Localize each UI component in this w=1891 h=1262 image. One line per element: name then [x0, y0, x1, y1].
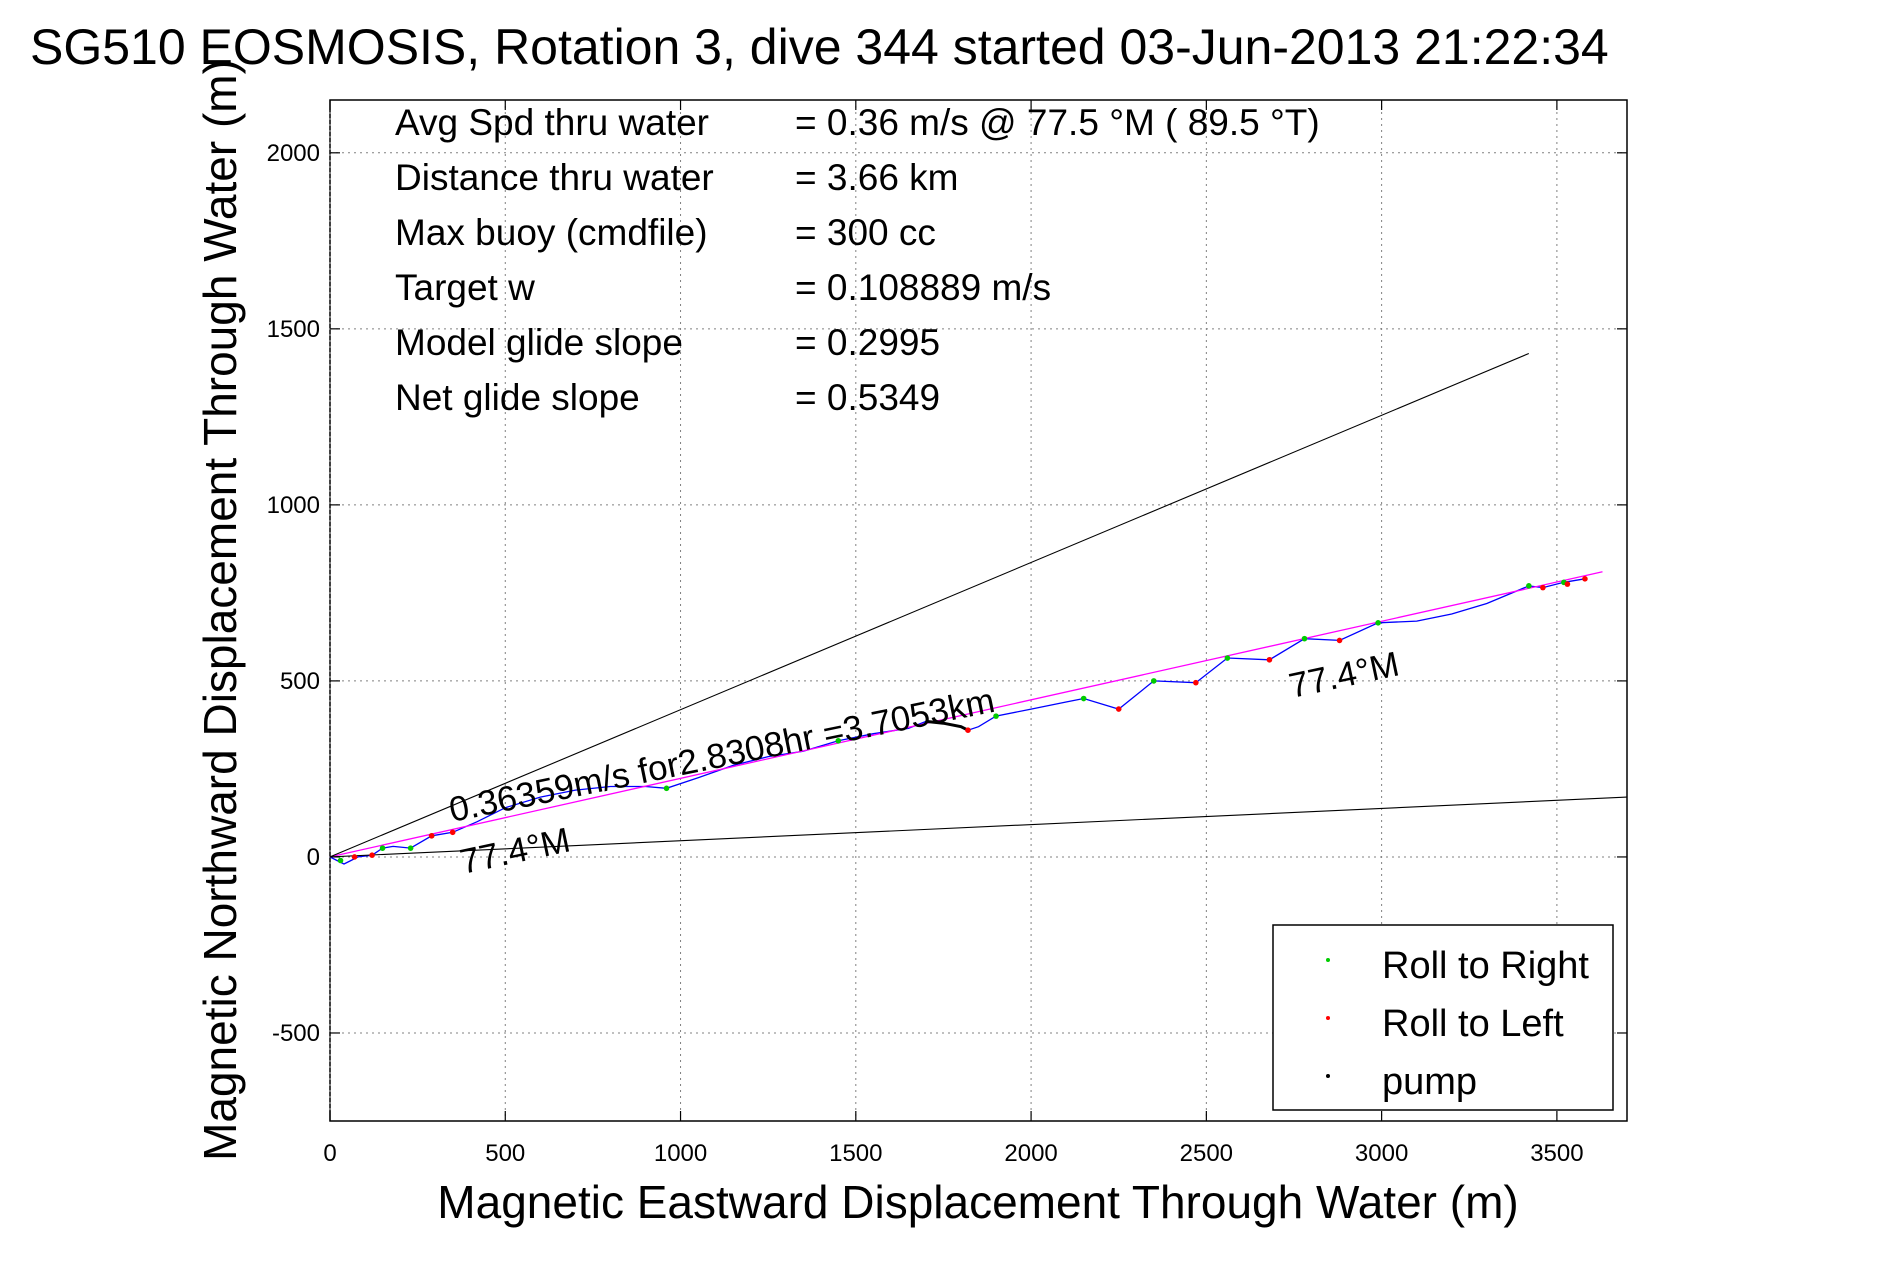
marker-roll-to-left: [965, 727, 971, 734]
y-tick-label: 500: [280, 668, 320, 695]
legend-label-roll-left: Roll to Left: [1382, 1003, 1564, 1045]
stat-label: Target w: [395, 267, 535, 308]
x-tick-label: 0: [323, 1140, 336, 1167]
marker-roll-to-right: [337, 857, 344, 864]
marker-roll-to-left: [1193, 679, 1199, 686]
legend-marker-pump: [1326, 1074, 1330, 1078]
marker-roll-to-right: [379, 845, 386, 851]
marker-roll-to-right: [835, 737, 842, 744]
chart-title: SG510 EOSMOSIS, Rotation 3, dive 344 sta…: [30, 19, 1609, 75]
marker-roll-to-right: [1526, 583, 1532, 589]
marker-roll-to-left: [428, 833, 435, 839]
stat-value: = 300 cc: [795, 212, 936, 253]
x-tick-label: 2000: [1004, 1140, 1057, 1167]
series-line-glide-slope-upper: [329, 352, 1530, 858]
x-tick-label: 500: [485, 1140, 525, 1167]
legend-marker-roll-left: [1326, 1016, 1330, 1020]
y-tick-label: 2000: [267, 140, 320, 167]
stat-value: = 0.2995: [795, 322, 940, 363]
legend-marker-roll-right: [1326, 958, 1330, 962]
stat-value: = 0.108889 m/s: [795, 267, 1051, 308]
legend-label-roll-right: Roll to Right: [1382, 945, 1589, 987]
marker-roll-to-left: [351, 854, 358, 860]
stat-label: Max buoy (cmdfile): [395, 212, 708, 253]
marker-roll-to-left: [449, 829, 456, 836]
marker-roll-to-left: [1266, 656, 1273, 663]
marker-roll-to-left: [369, 852, 375, 858]
legend-label-pump: pump: [1382, 1061, 1477, 1103]
series-line-fit: [329, 571, 1603, 858]
marker-roll-to-right: [1080, 695, 1087, 702]
legend: Roll to Right Roll to Left pump: [1272, 924, 1614, 1111]
stat-value: = 0.5349: [795, 377, 940, 418]
y-tick-label: 0: [307, 844, 320, 871]
stat-label: Distance thru water: [395, 157, 714, 198]
x-tick-label: 1000: [654, 1140, 707, 1167]
marker-roll-to-left: [1564, 581, 1571, 587]
stat-label: Avg Spd thru water: [395, 102, 709, 143]
x-tick-label: 3000: [1355, 1140, 1408, 1167]
x-tick-label: 3500: [1530, 1140, 1583, 1167]
stat-value: = 0.36 m/s @ 77.5 °M ( 89.5 °T): [795, 102, 1320, 143]
y-axis-ticks: -500 0 500 1000 1500 2000: [267, 140, 1627, 1047]
marker-roll-to-right: [993, 713, 999, 719]
x-tick-label: 2500: [1180, 1140, 1233, 1167]
x-axis-label: Magnetic Eastward Displacement Through W…: [437, 1176, 1518, 1228]
marker-roll-to-right: [663, 785, 670, 792]
grid-lines: [329, 100, 1627, 1121]
marker-layer: [337, 576, 1588, 864]
y-tick-label: -500: [272, 1020, 320, 1047]
marker-roll-to-left: [1336, 637, 1343, 644]
y-axis-label: Magnetic Northward Displacement Through …: [194, 59, 246, 1161]
stat-value: = 3.66 km: [795, 157, 959, 198]
marker-roll-to-right: [407, 845, 414, 851]
marker-roll-to-right: [1301, 635, 1308, 642]
series-line-glide-slope-lower: [329, 796, 1628, 858]
marker-roll-to-right: [1150, 678, 1157, 684]
y-tick-label: 1000: [267, 492, 320, 519]
marker-roll-to-left: [1540, 584, 1546, 591]
x-tick-label: 1500: [829, 1140, 882, 1167]
x-axis-ticks: 0 500 1000 1500 2000 2500 3000 3500: [323, 100, 1584, 1167]
stat-label: Net glide slope: [395, 377, 640, 418]
marker-roll-to-right: [1224, 655, 1231, 661]
marker-roll-to-left: [1582, 576, 1588, 582]
marker-roll-to-right: [1375, 620, 1381, 626]
marker-roll-to-left: [1115, 706, 1122, 712]
y-tick-label: 1500: [267, 316, 320, 343]
stat-label: Model glide slope: [395, 322, 683, 363]
stats-block: Avg Spd thru water = 0.36 m/s @ 77.5 °M (…: [395, 102, 1320, 418]
series-line-pump: [925, 719, 969, 732]
